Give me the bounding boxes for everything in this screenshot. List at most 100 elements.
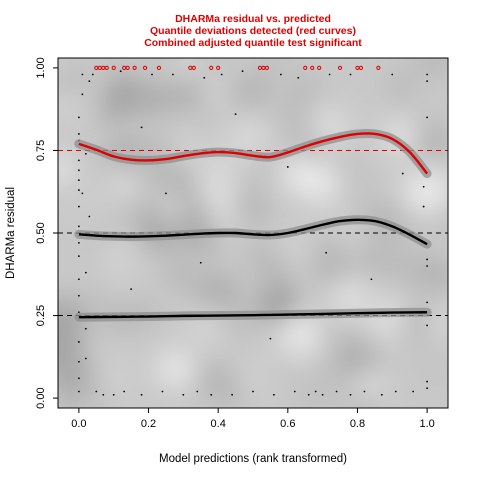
residual-point bbox=[422, 205, 425, 208]
density-blob bbox=[203, 342, 223, 362]
outlier-marker bbox=[317, 65, 322, 71]
density-blob bbox=[197, 78, 219, 99]
density-blob bbox=[103, 238, 136, 270]
density-blob bbox=[58, 297, 85, 342]
density-blob bbox=[250, 245, 273, 269]
residual-point bbox=[349, 393, 352, 396]
residual-point bbox=[272, 393, 275, 396]
residual-point bbox=[77, 242, 80, 244]
density-blob bbox=[417, 58, 445, 75]
density-blob bbox=[169, 264, 188, 283]
quantile-curve-0.5 bbox=[78, 218, 428, 246]
residual-point bbox=[84, 271, 87, 274]
outlier-marker bbox=[216, 65, 221, 71]
residual-point bbox=[297, 76, 300, 79]
density-blob bbox=[412, 75, 440, 103]
residual-point bbox=[394, 390, 397, 393]
outlier-marker bbox=[303, 65, 308, 71]
residual-point bbox=[95, 390, 98, 393]
residual-point bbox=[391, 73, 394, 76]
residual-point bbox=[77, 294, 80, 297]
density-blob bbox=[240, 193, 264, 217]
density-blob bbox=[189, 356, 228, 395]
y-tick-label: 0.25 bbox=[35, 305, 47, 326]
residual-point bbox=[77, 169, 80, 172]
residual-point bbox=[77, 116, 80, 119]
x-tick-label: 0.4 bbox=[211, 418, 226, 430]
density-blob bbox=[145, 132, 167, 154]
residual-point bbox=[314, 390, 317, 393]
quantile-curve-0.75 bbox=[78, 132, 429, 175]
density-blob bbox=[220, 381, 243, 404]
residual-point bbox=[279, 73, 282, 76]
residual-point bbox=[426, 73, 429, 76]
density-blob bbox=[58, 58, 72, 76]
residual-point bbox=[426, 380, 429, 383]
residual-point bbox=[220, 73, 223, 76]
density-blob bbox=[371, 342, 393, 364]
residual-point bbox=[241, 70, 244, 73]
density-blob bbox=[82, 189, 102, 209]
density-blob bbox=[331, 280, 367, 316]
outlier-marker bbox=[142, 65, 148, 71]
residual-point bbox=[252, 390, 254, 393]
density-blob bbox=[239, 67, 275, 103]
residual-point bbox=[293, 390, 296, 393]
density-blob bbox=[153, 321, 194, 362]
residual-point bbox=[363, 390, 366, 393]
residual-point bbox=[307, 393, 310, 396]
residual-point bbox=[196, 390, 199, 393]
density-blob bbox=[430, 312, 448, 336]
residual-point bbox=[422, 185, 425, 188]
density-blob bbox=[311, 232, 354, 275]
residual-point bbox=[165, 192, 167, 195]
residual-point bbox=[81, 93, 84, 96]
density-blob bbox=[264, 363, 284, 383]
residual-point bbox=[151, 73, 153, 76]
residual-point bbox=[161, 390, 164, 393]
density-blob bbox=[297, 372, 342, 408]
x-axis: 0.0 0.2 0.4 0.6 0.8 1.0 bbox=[71, 408, 435, 430]
density-blob bbox=[88, 287, 110, 310]
residual-point bbox=[140, 393, 143, 396]
density-blob bbox=[219, 180, 241, 201]
residual-point bbox=[84, 357, 87, 360]
density-blob bbox=[414, 183, 446, 216]
chart-title-line-1: DHARMa residual vs. predicted bbox=[175, 13, 331, 25]
y-tick-label: 0.00 bbox=[35, 387, 47, 408]
density-blob bbox=[231, 120, 268, 157]
x-tick-label: 1.0 bbox=[419, 418, 434, 430]
density-blob bbox=[255, 159, 273, 177]
residual-point bbox=[210, 393, 213, 396]
residual-point bbox=[140, 126, 143, 129]
x-tick-label: 0.6 bbox=[280, 418, 295, 430]
residual-point bbox=[426, 258, 429, 261]
residual-point bbox=[349, 73, 352, 76]
y-tick-label: 0.50 bbox=[35, 222, 47, 243]
residual-point bbox=[426, 301, 429, 304]
outlier-marker bbox=[132, 65, 137, 71]
residual-point bbox=[182, 393, 185, 396]
y-tick-label: 1.00 bbox=[35, 57, 47, 78]
density-blob bbox=[300, 163, 340, 203]
outlier-marker bbox=[358, 65, 364, 71]
outlier-marker bbox=[376, 65, 381, 71]
residual-point bbox=[172, 73, 174, 76]
residual-point bbox=[81, 73, 84, 76]
density-blob bbox=[166, 58, 199, 85]
residual-point bbox=[380, 393, 383, 396]
outlier-marker bbox=[111, 65, 116, 71]
density-blob bbox=[58, 155, 72, 182]
outlier-marker bbox=[337, 65, 343, 71]
residual-point bbox=[370, 278, 373, 281]
residual-point bbox=[328, 73, 331, 76]
density-blob bbox=[397, 253, 427, 282]
y-axis: 0.00 0.25 0.50 0.75 1.00 bbox=[35, 57, 58, 409]
x-tick-label: 0.0 bbox=[71, 418, 86, 430]
density-blob bbox=[357, 372, 382, 396]
quantile-curves bbox=[74, 128, 432, 322]
residual-point bbox=[203, 76, 206, 79]
outlier-marker bbox=[264, 65, 270, 71]
density-blob bbox=[98, 360, 132, 393]
residual-point bbox=[81, 192, 84, 195]
